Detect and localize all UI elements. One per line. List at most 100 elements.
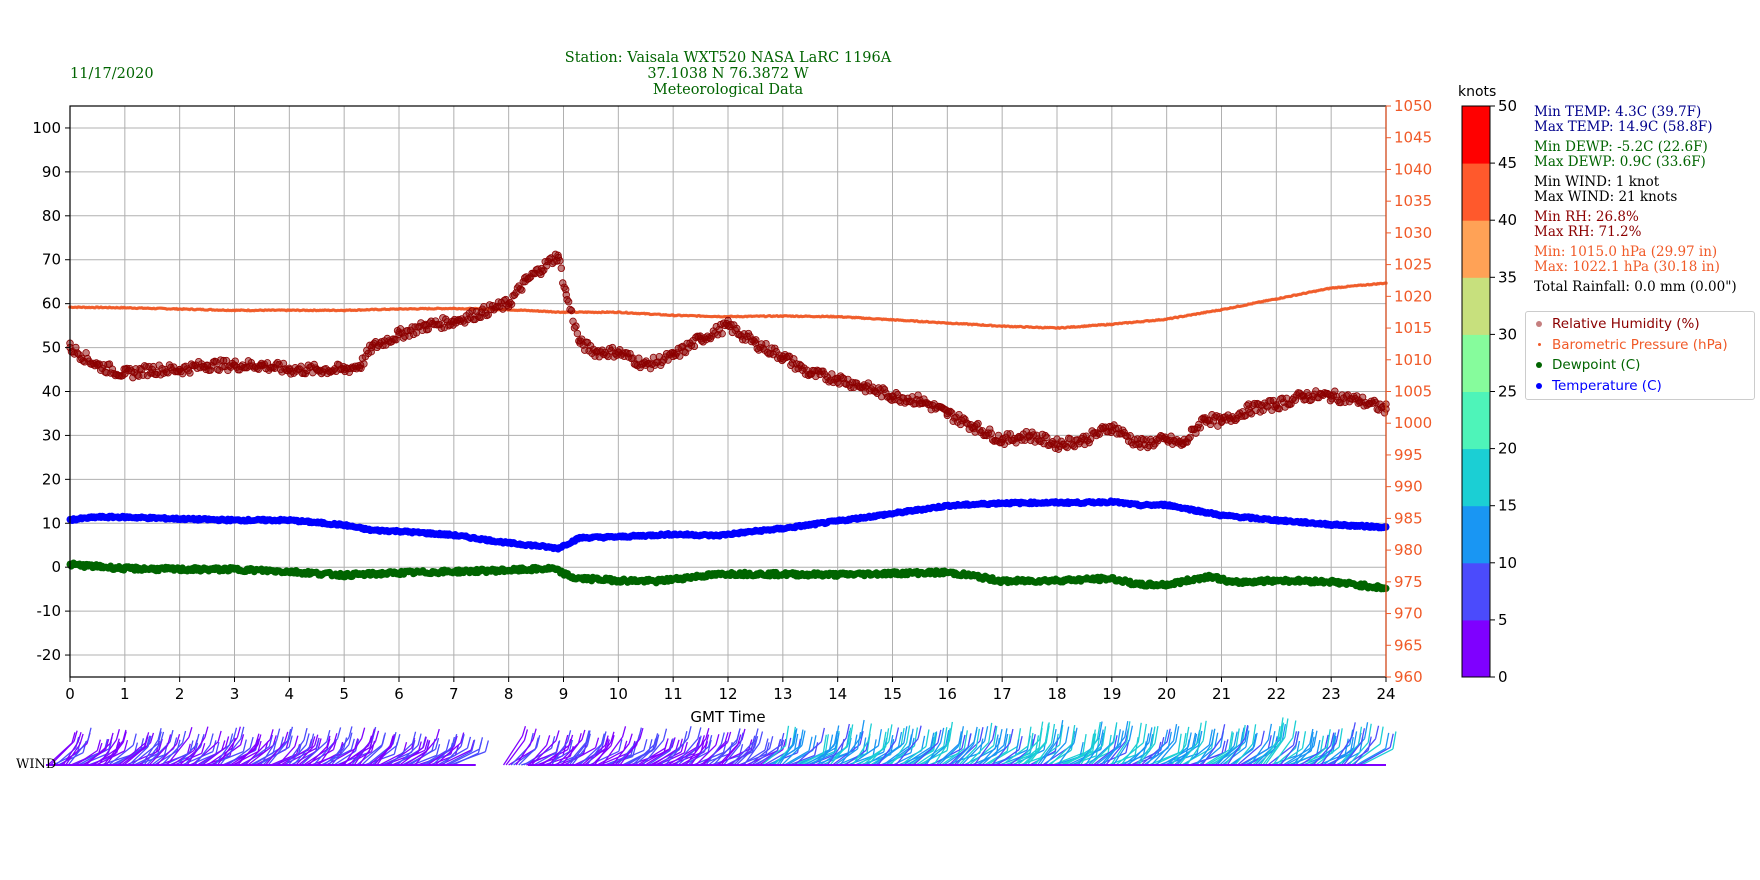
colorbar-tick-label: 20 [1498, 440, 1517, 458]
x-tick-label: 11 [664, 685, 683, 703]
wind-barb-flag [336, 727, 342, 739]
x-tick-label: 16 [938, 685, 957, 703]
wind-barb-flag [305, 733, 310, 745]
y-tick-label: -10 [37, 602, 62, 620]
wind-barb-flag [115, 729, 121, 741]
wind-barb-flag [662, 728, 668, 741]
y-tick-label: 20 [42, 470, 61, 488]
wind-barb-flag [294, 735, 299, 747]
y2-tick-label: 1010 [1394, 351, 1432, 369]
x-tick-label: 24 [1376, 685, 1395, 703]
wind-barb-flag [217, 730, 222, 742]
y2-tick-label: 1030 [1394, 224, 1432, 242]
wind-barb-flag [242, 739, 247, 752]
y-tick-label: 70 [42, 251, 61, 269]
y2-tick-label: 990 [1394, 478, 1423, 496]
colorbar-tick-label: 50 [1498, 97, 1517, 115]
x-tick-label: 6 [394, 685, 404, 703]
wind-barb-flag [374, 730, 380, 742]
wind-barb-flag [123, 739, 129, 752]
series-marker [424, 325, 432, 333]
colorbar-tick-label: 15 [1498, 497, 1517, 515]
wind-barb-flag [232, 727, 238, 740]
x-tick-label: 12 [718, 685, 737, 703]
y2-tick-label: 970 [1394, 605, 1423, 623]
series-marker [567, 306, 576, 315]
wind-barb-flag [521, 725, 527, 737]
y-tick-label: 80 [42, 207, 61, 225]
colorbar-tick-label: 35 [1498, 268, 1517, 286]
series-marker [564, 298, 573, 306]
series-marker [987, 429, 995, 437]
x-tick-label: 19 [1102, 685, 1121, 703]
series-barometric-pressure-hpa [68, 281, 1388, 330]
wind-barb-flag [275, 728, 281, 741]
x-tick-label: 3 [230, 685, 240, 703]
x-tick-label: 14 [828, 685, 847, 703]
y2-tick-label: 965 [1394, 636, 1423, 654]
y2-tick-label: 1025 [1394, 256, 1432, 274]
y-tick-label: 60 [42, 295, 61, 313]
colorbar-tick-label: 10 [1498, 554, 1517, 572]
y2-tick-label: 1015 [1394, 319, 1432, 337]
colorbar-tick-label: 0 [1498, 668, 1508, 686]
y-tick-label: 50 [42, 339, 61, 357]
y2-tick-label: 980 [1394, 541, 1423, 559]
colorbar-tick-label: 40 [1498, 211, 1517, 229]
series-marker [718, 329, 726, 338]
wind-barb-flag [361, 727, 366, 739]
x-axis-label: GMT Time [690, 708, 765, 726]
colorbar-segment [1462, 448, 1490, 507]
y-tick-label: 10 [42, 514, 61, 532]
wind-barb-flag [381, 734, 386, 747]
series-marker [635, 354, 643, 362]
x-tick-label: 18 [1047, 685, 1066, 703]
colorbar-tick-label: 45 [1498, 154, 1517, 172]
wind-barb-flag [477, 741, 482, 754]
y2-tick-label: 1005 [1394, 383, 1432, 401]
series-marker [762, 339, 770, 348]
x-tick-label: 0 [65, 685, 75, 703]
series-marker [367, 348, 375, 356]
y2-tick-label: 1020 [1394, 287, 1432, 305]
x-tick-label: 8 [504, 685, 514, 703]
series-marker [1380, 409, 1389, 417]
x-tick-label: 7 [449, 685, 459, 703]
series-marker [1196, 424, 1204, 432]
series-marker [974, 419, 982, 428]
x-tick-label: 13 [773, 685, 792, 703]
series-marker [297, 362, 305, 371]
y2-tick-label: 985 [1394, 509, 1423, 527]
colorbar-segment [1462, 277, 1490, 335]
series-marker [1186, 433, 1194, 441]
series-marker [914, 391, 922, 399]
colorbar-segment [1462, 163, 1490, 221]
colorbar-tick-label: 30 [1498, 325, 1517, 343]
series-marker [556, 257, 564, 265]
y-tick-label: 100 [32, 119, 61, 137]
x-tick-label: 22 [1267, 685, 1286, 703]
y-tick-label: 90 [42, 163, 61, 181]
wind-barb-flag [687, 726, 692, 739]
grid [69, 106, 1387, 677]
wind-barb-flag [396, 734, 401, 746]
wind-barb-flag [204, 726, 209, 738]
wind-barb-flag [643, 739, 648, 751]
series-marker [608, 343, 617, 352]
wind-barb-flag [350, 738, 355, 751]
wind-barb-flag [249, 736, 254, 749]
wind-barb-flag [628, 733, 633, 744]
y-tick-label: 40 [42, 383, 61, 401]
y2-tick-label: 1050 [1394, 97, 1432, 115]
wind-barb-flag [594, 737, 600, 748]
series-marker [572, 322, 580, 330]
y-tick-label: 30 [42, 426, 61, 444]
wind-barb-flag [236, 726, 241, 738]
series-marker [690, 342, 699, 351]
y-tick-label: -20 [37, 646, 62, 664]
colorbar-segment [1462, 619, 1490, 678]
y2-tick-label: 1000 [1394, 414, 1432, 432]
wind-barb-flag [132, 733, 137, 746]
series-marker [1043, 433, 1051, 441]
